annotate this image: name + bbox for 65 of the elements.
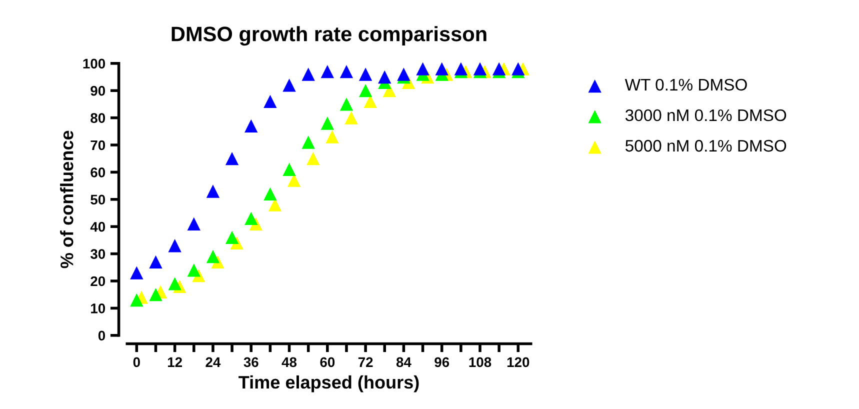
point xyxy=(358,68,372,81)
x-axis-title: Time elapsed (hours) xyxy=(238,375,419,392)
point xyxy=(264,187,277,201)
y-tick-label: 0 xyxy=(98,330,106,341)
point xyxy=(206,184,220,198)
point xyxy=(282,162,296,176)
point xyxy=(225,230,239,244)
x-tick-label: 60 xyxy=(320,357,335,368)
point xyxy=(340,64,354,78)
point xyxy=(206,250,220,264)
y-tick-label: 40 xyxy=(90,222,106,232)
y-tick-label: 90 xyxy=(90,86,106,96)
point xyxy=(340,98,354,111)
y-tick-label: 20 xyxy=(90,276,106,286)
point xyxy=(416,62,430,76)
y-tick-label: 80 xyxy=(90,113,106,123)
point xyxy=(302,68,315,81)
point xyxy=(244,119,258,133)
point xyxy=(130,293,144,307)
legend-label: 3000 nM 0.1% DMSO xyxy=(625,109,786,122)
point xyxy=(435,62,448,76)
point xyxy=(168,277,182,290)
point xyxy=(187,217,200,230)
point xyxy=(302,136,315,149)
point xyxy=(149,288,162,302)
x-tick-label: 48 xyxy=(282,357,297,368)
point xyxy=(130,266,144,280)
legend-label: WT 0.1% DMSO xyxy=(624,78,747,91)
legend-label: 5000 nM 0.1% DMSO xyxy=(625,140,786,152)
point xyxy=(344,111,358,124)
point xyxy=(326,130,339,144)
point xyxy=(358,84,372,98)
point xyxy=(492,62,506,76)
point xyxy=(225,152,239,166)
y-tick-label: 30 xyxy=(90,249,106,259)
point xyxy=(378,70,392,84)
point xyxy=(320,116,334,130)
x-tick-label: 96 xyxy=(434,357,450,368)
y-tick-label: 70 xyxy=(90,140,106,150)
x-tick-label: 84 xyxy=(396,357,412,368)
point xyxy=(306,152,320,166)
y-tick-label: 60 xyxy=(90,168,106,178)
x-tick-label: 36 xyxy=(244,357,258,368)
point xyxy=(149,255,162,269)
point xyxy=(244,212,258,226)
point xyxy=(264,94,277,108)
point xyxy=(512,62,525,76)
point xyxy=(282,78,296,92)
x-tick-label: 108 xyxy=(469,357,492,368)
y-axis-title: % of confluence xyxy=(60,130,74,268)
point xyxy=(320,64,334,78)
point xyxy=(187,264,200,277)
chart-title: DMSO growth rate comparisson xyxy=(172,26,486,46)
point xyxy=(473,62,487,76)
y-tick-label: 50 xyxy=(90,194,106,205)
point xyxy=(454,62,468,76)
x-tick-label: 120 xyxy=(507,357,530,368)
x-tick-label: 72 xyxy=(358,357,373,367)
point xyxy=(168,239,182,252)
point xyxy=(397,68,410,81)
y-tick-label: 10 xyxy=(91,304,106,314)
y-tick-label: 100 xyxy=(83,58,106,69)
x-tick-label: 0 xyxy=(133,357,140,368)
x-tick-label: 24 xyxy=(206,357,221,367)
x-tick-label: 12 xyxy=(168,357,182,367)
